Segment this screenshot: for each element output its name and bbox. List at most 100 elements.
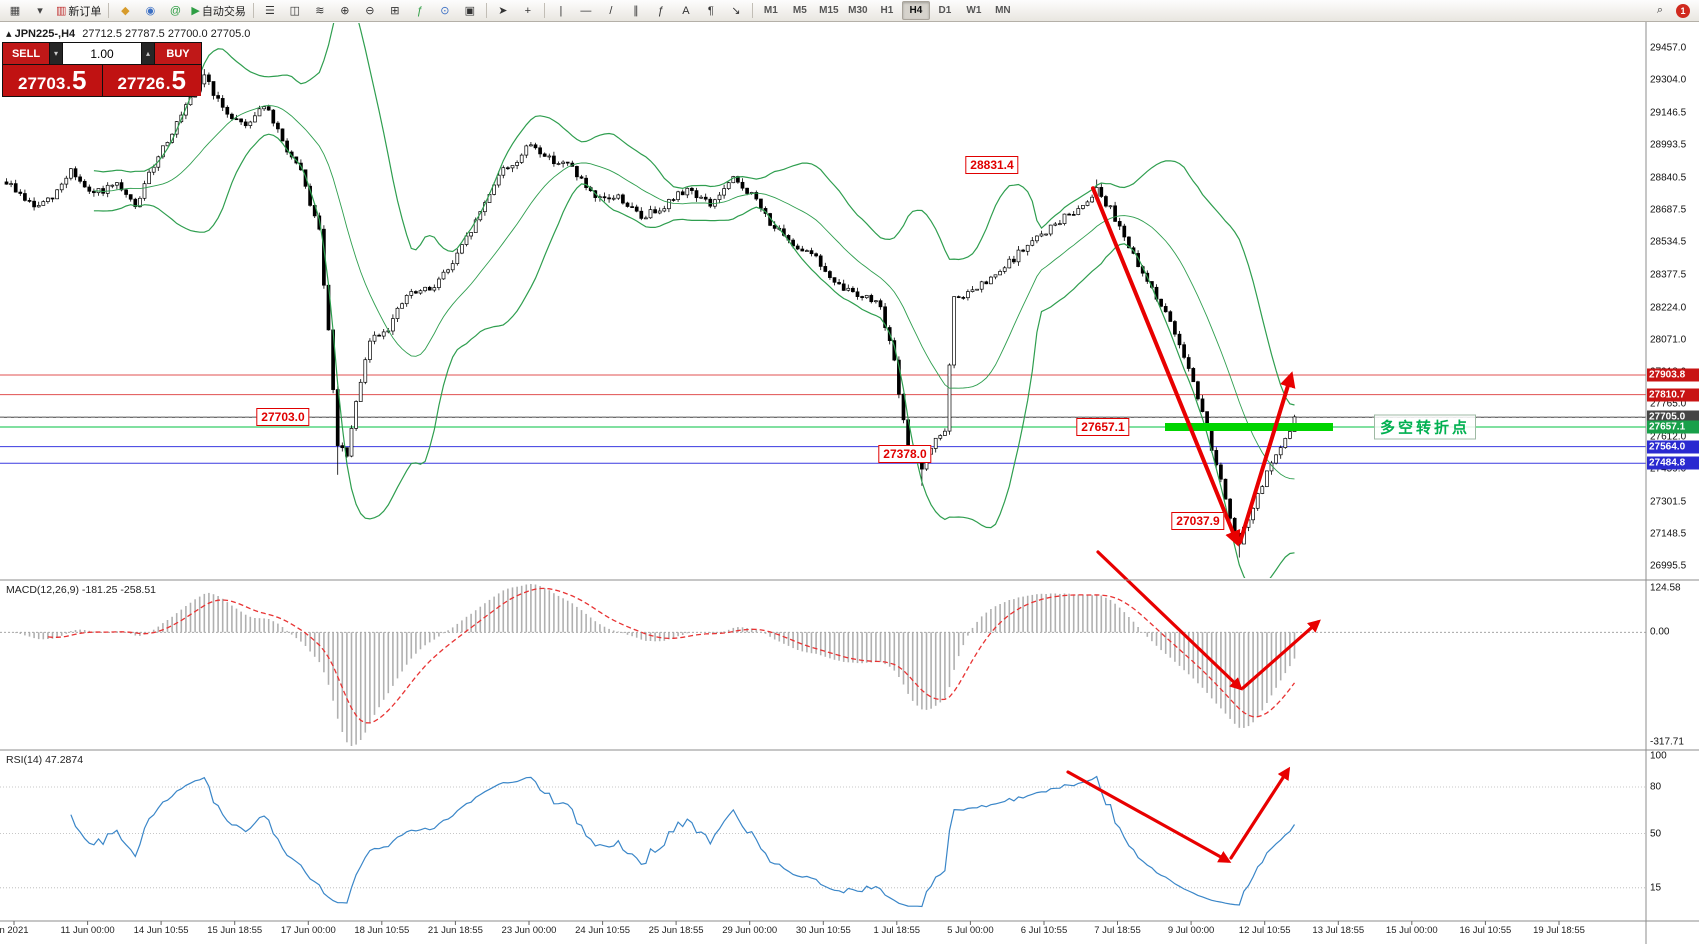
horizontal-line-icon-glyph: — bbox=[580, 4, 592, 17]
timeframe-h1[interactable]: H1 bbox=[880, 5, 894, 16]
price-badge: 27657.1 bbox=[1647, 420, 1699, 434]
timeframe-m15[interactable]: M15 bbox=[819, 5, 839, 16]
time-axis-label: 9 Jul 00:00 bbox=[1167, 925, 1215, 936]
horizontal-line-icon[interactable]: — bbox=[574, 1, 598, 21]
timeframe-d1[interactable]: D1 bbox=[938, 5, 952, 16]
toolbar-right-group: ⌕ 1 bbox=[1648, 1, 1696, 21]
axis-price-label: 27301.5 bbox=[1650, 496, 1687, 508]
toolbar-separator bbox=[252, 3, 254, 18]
chart-profiles-icon[interactable]: ◆ bbox=[113, 1, 137, 21]
macd-indicator bbox=[0, 584, 1646, 746]
market-watch-icon-glyph: ◉ bbox=[145, 5, 156, 17]
time-axis-label: 17 Jun 00:00 bbox=[280, 925, 336, 936]
indicators-icon[interactable]: ƒ bbox=[408, 1, 432, 21]
price-annotation[interactable]: 27378.0 bbox=[878, 444, 932, 463]
snapshot-icon[interactable]: ▣ bbox=[458, 1, 482, 21]
price-annotation[interactable]: 27703.0 bbox=[256, 408, 310, 427]
price-annotation[interactable]: 28831.4 bbox=[965, 156, 1019, 174]
axis-price-label: 27148.5 bbox=[1650, 528, 1687, 540]
channel-icon[interactable]: ∥ bbox=[624, 1, 648, 21]
axis-price-label: 29457.0 bbox=[1650, 42, 1687, 54]
time-axis-label: 11 Jun 00:00 bbox=[60, 925, 115, 936]
candlesticks[interactable] bbox=[4, 69, 1297, 558]
zoom-in-icon-glyph: ⊕ bbox=[340, 5, 350, 17]
label-icon[interactable]: ¶ bbox=[699, 1, 723, 21]
new-chart-icon[interactable]: ▦ bbox=[3, 1, 27, 21]
ohlc-bars-icon[interactable]: ☰ bbox=[258, 1, 282, 21]
tile-windows-icon[interactable]: ⊞ bbox=[383, 1, 407, 21]
chart-profiles-icon-glyph: ◆ bbox=[121, 5, 130, 17]
snapshot-icon-glyph: ▣ bbox=[464, 5, 476, 17]
cursor-icon[interactable]: ➤ bbox=[491, 1, 515, 21]
bollinger-bands bbox=[93, 23, 1295, 578]
new-chart-caret-icon[interactable]: ▾ bbox=[28, 1, 52, 21]
axis-price-label: 28687.5 bbox=[1650, 204, 1687, 216]
axis-rsi-label: 15 bbox=[1650, 882, 1662, 894]
sell-price-button[interactable]: 27703 . 5 bbox=[3, 65, 102, 96]
chart-title: ▴ JPN225-,H4 27712.5 27787.5 27700.0 277… bbox=[6, 27, 250, 40]
buy-button[interactable]: BUY bbox=[155, 43, 201, 64]
axis-price-label: 28377.5 bbox=[1650, 269, 1687, 281]
price-annotation[interactable]: 27657.1 bbox=[1076, 418, 1130, 436]
new-order-glyph: ▥ bbox=[56, 5, 67, 17]
notification-badge[interactable]: 1 bbox=[1676, 3, 1690, 18]
axis-rsi-label: 80 bbox=[1650, 781, 1662, 793]
turning-point-label[interactable]: 多空转折点 bbox=[1374, 414, 1477, 440]
time-axis-label: 6 Jul 10:55 bbox=[1020, 925, 1068, 936]
chart-logo-icon: ▴ bbox=[6, 28, 12, 40]
mql5-community-icon-glyph: @ bbox=[169, 4, 181, 17]
axis-macd-label: 124.58 bbox=[1650, 582, 1681, 594]
timeframe-m5[interactable]: M5 bbox=[792, 5, 807, 16]
time-axis-label: 13 Jul 18:55 bbox=[1312, 925, 1365, 936]
time-periods-icon[interactable]: ⊙ bbox=[433, 1, 457, 21]
search-icon[interactable]: ⌕ bbox=[1656, 4, 1664, 16]
buy-price-button[interactable]: 27726 . 5 bbox=[102, 65, 201, 96]
turning-point-zone[interactable] bbox=[1165, 423, 1333, 431]
volume-input[interactable]: 1.00 bbox=[63, 43, 141, 64]
time-axis-label: 15 Jul 00:00 bbox=[1385, 925, 1438, 936]
trade-panel-top-row: SELL ▾ 1.00 ▴ BUY bbox=[3, 43, 201, 64]
market-watch-icon[interactable]: ◉ bbox=[138, 1, 162, 21]
price-annotation[interactable]: 27037.9 bbox=[1171, 512, 1225, 531]
crosshair-icon-glyph: + bbox=[524, 4, 532, 17]
zoom-in-icon[interactable]: ⊕ bbox=[333, 1, 357, 21]
sell-price-dot: . bbox=[66, 74, 72, 93]
timeframe-h4[interactable]: H4 bbox=[901, 1, 930, 20]
zoom-out-icon[interactable]: ⊖ bbox=[358, 1, 382, 21]
vertical-line-icon[interactable]: | bbox=[549, 1, 573, 21]
sell-button[interactable]: SELL bbox=[3, 43, 49, 64]
trendline-icon[interactable]: / bbox=[599, 1, 623, 21]
panel-separators[interactable] bbox=[0, 22, 1699, 944]
price-badge: 27705.0 bbox=[1647, 410, 1699, 424]
line-chart-icon[interactable]: ≋ bbox=[308, 1, 332, 21]
arrows-tool-icon[interactable]: ↘ bbox=[724, 1, 748, 21]
mql5-community-icon[interactable]: @ bbox=[163, 1, 187, 21]
volume-spinner-icon[interactable]: ▴ bbox=[142, 43, 154, 64]
timeframe-m1[interactable]: M1 bbox=[763, 5, 778, 16]
buy-price-dot: . bbox=[165, 74, 171, 93]
timeframe-w1[interactable]: W1 bbox=[966, 5, 982, 16]
time-periods-icon-glyph: ⊙ bbox=[440, 5, 450, 17]
time-axis-label: 29 Jun 00:00 bbox=[722, 925, 778, 936]
axis-price-label: 28224.0 bbox=[1650, 302, 1687, 313]
trend-arrows[interactable] bbox=[1066, 186, 1321, 863]
axis-rsi-label: 50 bbox=[1650, 828, 1662, 839]
candlestick-mode-icon[interactable]: ◫ bbox=[283, 1, 307, 21]
timeframe-m30[interactable]: M30 bbox=[848, 5, 868, 16]
rsi-indicator bbox=[0, 775, 1646, 908]
axis-price-label: 27765.0 bbox=[1650, 398, 1687, 410]
ohlc-bars-icon-glyph: ☰ bbox=[264, 5, 275, 17]
crosshair-icon[interactable]: + bbox=[516, 1, 540, 21]
new-order-button[interactable]: ▥ 新订单 bbox=[53, 1, 104, 21]
new-chart-icon-glyph: ▦ bbox=[9, 5, 21, 17]
timeframe-mn[interactable]: MN bbox=[995, 5, 1011, 16]
text-icon[interactable]: A bbox=[674, 1, 698, 21]
time-axis-label: 18 Jun 10:55 bbox=[354, 925, 410, 936]
fibonacci-icon[interactable]: ƒ bbox=[649, 1, 673, 21]
sell-caret-icon[interactable]: ▾ bbox=[50, 43, 62, 64]
candlestick-mode-icon-glyph: ◫ bbox=[289, 5, 301, 17]
axis-price-label: 29304.0 bbox=[1650, 74, 1687, 86]
auto-trading-button[interactable]: ▶ 自动交易 bbox=[188, 1, 248, 21]
